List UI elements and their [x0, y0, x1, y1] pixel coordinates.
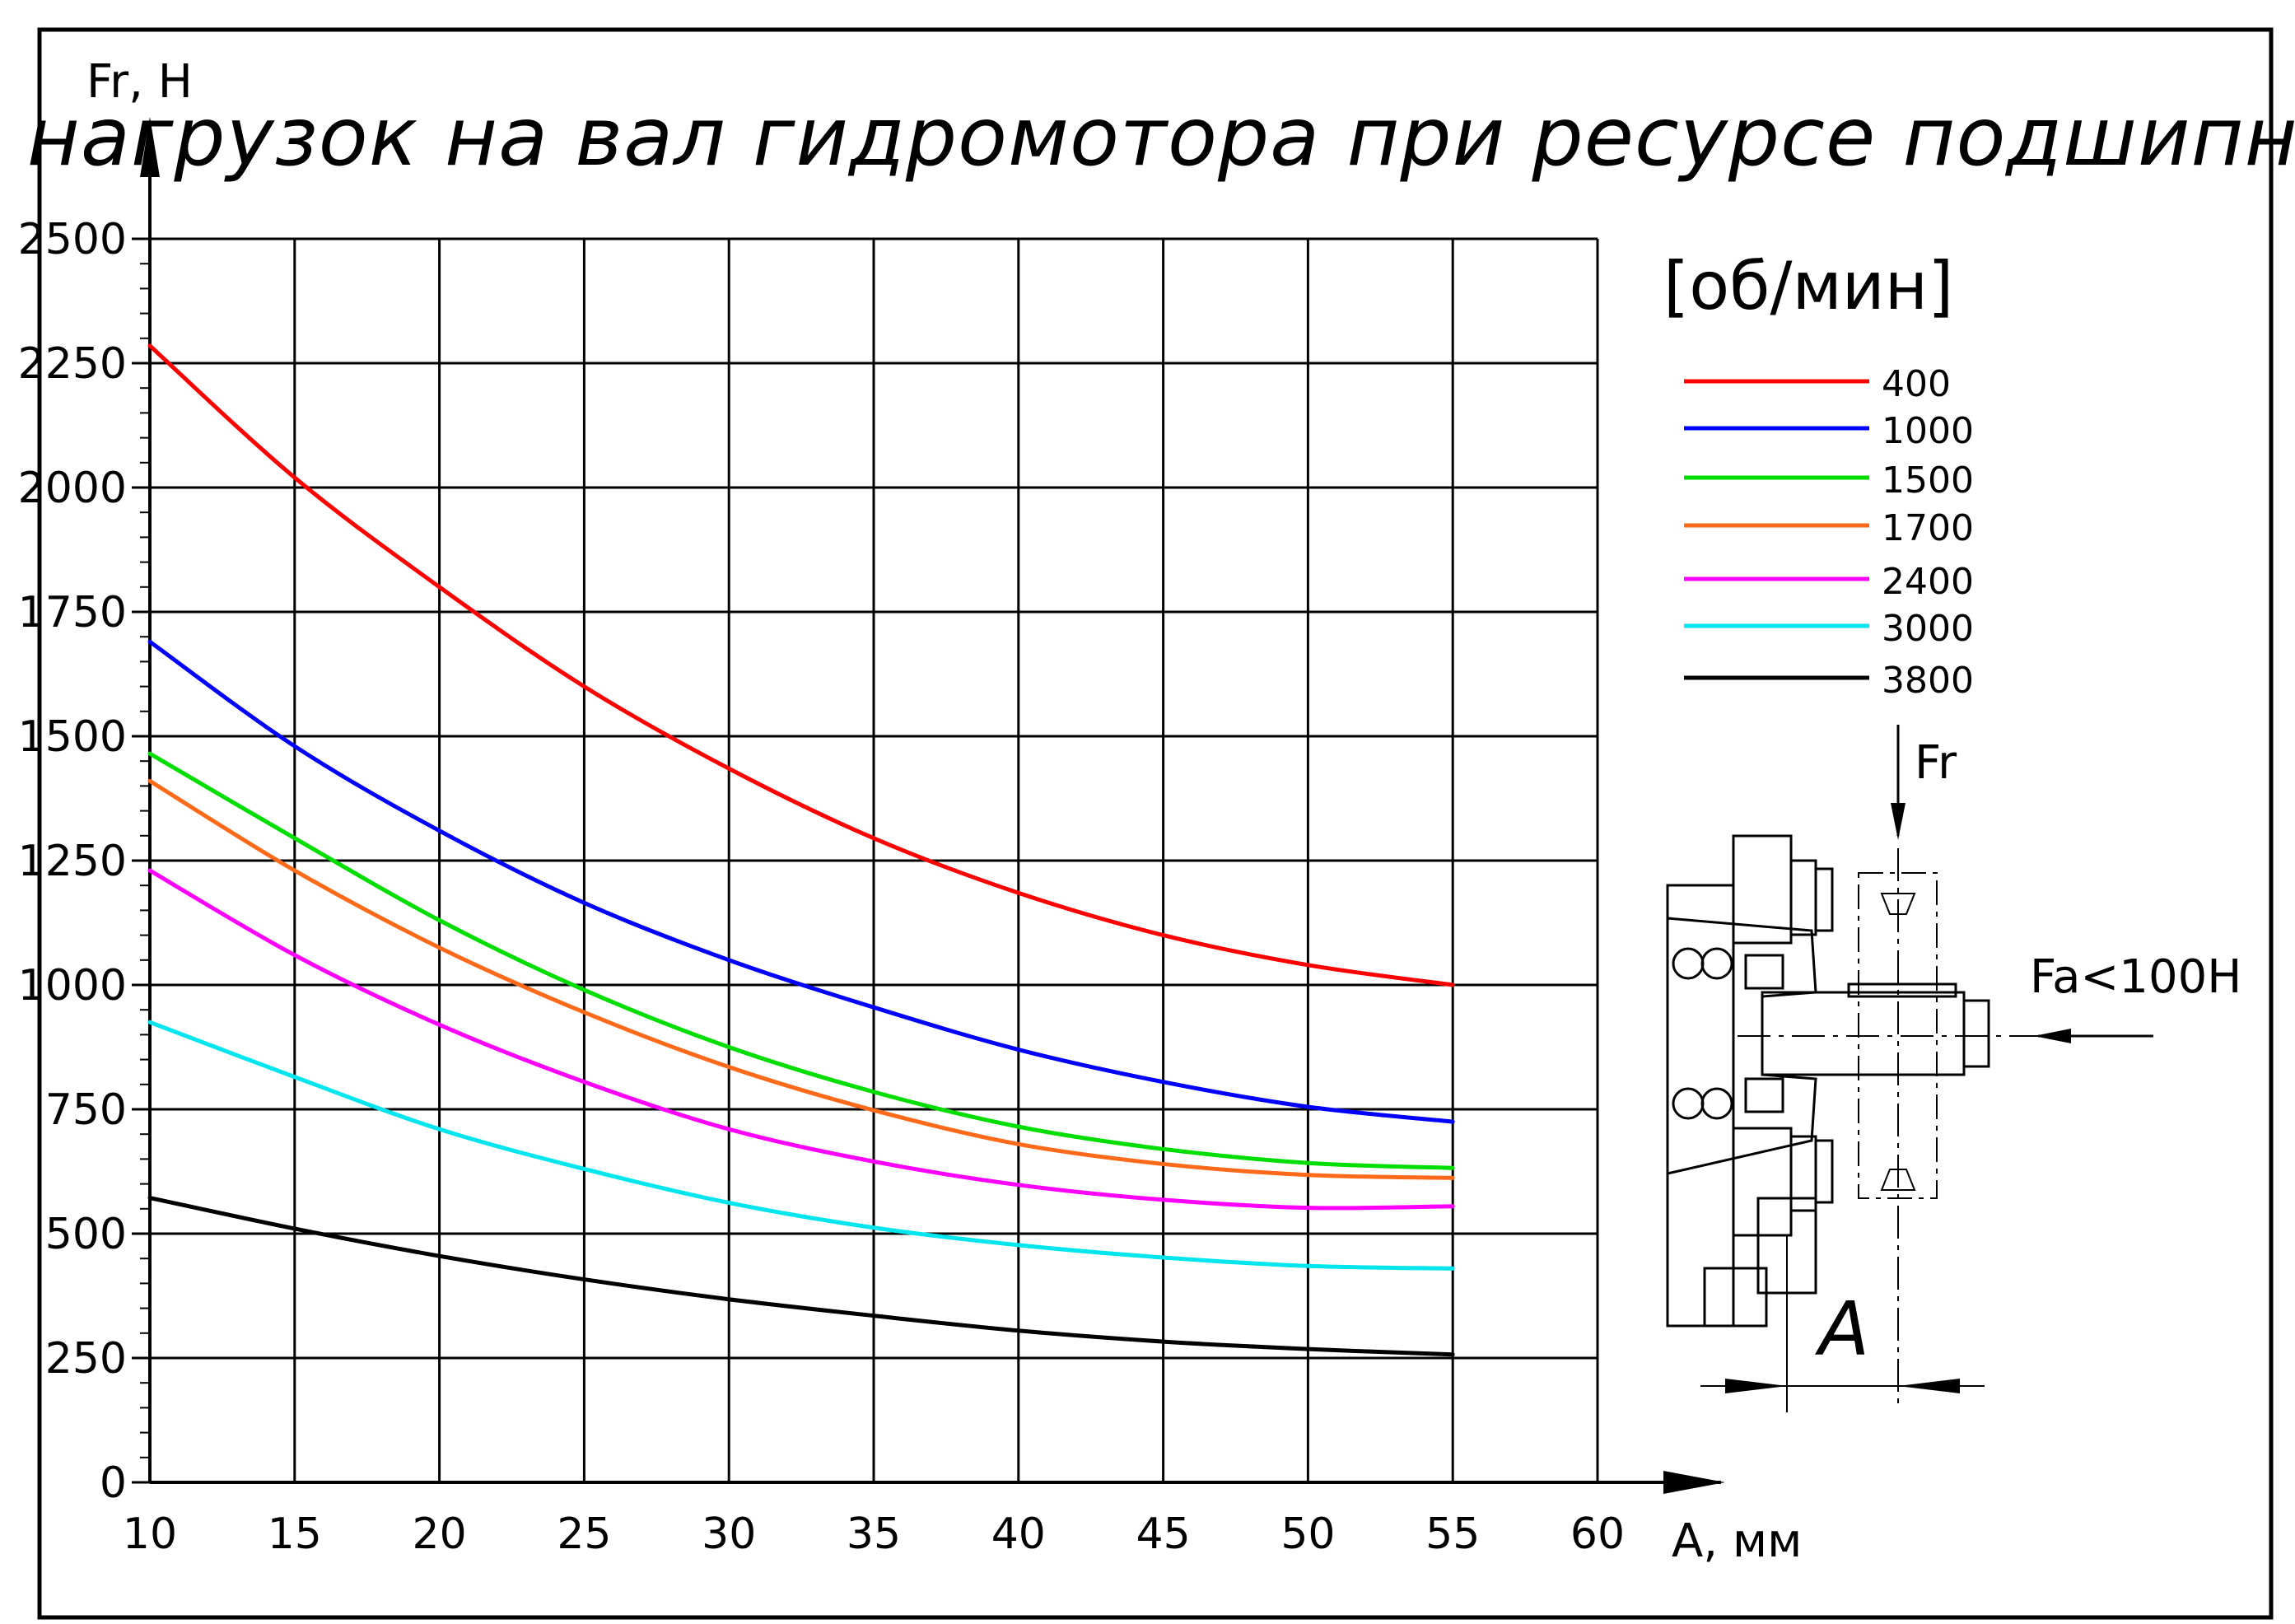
y-tick-label: 2500 [18, 215, 127, 264]
y-tick-label: 250 [45, 1334, 127, 1384]
axial-force-label: Fa<100Н [2030, 950, 2241, 1004]
ticks: 10 15 20 25 30 35 40 45 50 55 60 0 250 500 750 1000 1250… [18, 215, 1625, 1559]
y-tick-label: 500 [45, 1210, 127, 1259]
bearing-ball-top [1672, 947, 1705, 980]
series-line-400 [147, 343, 1455, 987]
y-tick-label: 0 [100, 1458, 127, 1508]
legend-label-3000: 3000 [1882, 608, 1974, 650]
series-line-3000 [147, 1020, 1455, 1271]
legend-title: [об/мин] [1663, 248, 1953, 324]
axial-force-arrowhead [2034, 1029, 2071, 1043]
y-tick-label: 1000 [18, 961, 127, 1010]
x-tick-label: 10 [123, 1510, 177, 1559]
bearing-ball-bottom [1672, 1087, 1705, 1120]
x-tick-label: 25 [557, 1510, 611, 1559]
x-axis-arrow [1663, 1471, 1725, 1494]
x-tick-label: 15 [268, 1510, 322, 1559]
x-tick-label: 50 [1280, 1510, 1335, 1559]
x-tick-label: 55 [1425, 1510, 1480, 1559]
legend-label-400: 400 [1882, 363, 1951, 405]
axes [140, 117, 1725, 1494]
x-axis-label: A, мм [1672, 1514, 1802, 1568]
y-tick-label: 2250 [18, 339, 127, 389]
radial-force-arrowhead [1891, 803, 1906, 840]
x-tick-label: 35 [847, 1510, 901, 1559]
series-line-1700 [147, 778, 1455, 1180]
y-tick-label: 1750 [18, 588, 127, 637]
y-tick-label: 1250 [18, 837, 127, 886]
y-tick-label: 1500 [18, 712, 127, 762]
y-tick-label: 750 [45, 1085, 127, 1135]
legend-label-1700: 1700 [1882, 507, 1974, 549]
dimension-label: A [1815, 1286, 1871, 1373]
legend-label-1500: 1500 [1882, 460, 1974, 502]
series-line-3800 [147, 1196, 1455, 1357]
x-tick-label: 40 [991, 1510, 1046, 1559]
x-tick-label: 30 [702, 1510, 756, 1559]
series-line-2400 [147, 868, 1455, 1211]
x-tick-label: 60 [1570, 1510, 1625, 1559]
legend: [об/мин] 400 1000 1500 1700 2400 3000 3800 [1663, 248, 1974, 702]
chart-title: График нагрузок на вал гидромотора при р… [0, 91, 2295, 184]
series-line-1000 [147, 639, 1455, 1124]
y-axis-label: Fr, Н [86, 55, 193, 109]
shaft [1761, 991, 1966, 1076]
legend-label-1000: 1000 [1882, 410, 1974, 452]
x-tick-label: 45 [1136, 1510, 1191, 1559]
grid [150, 237, 1599, 1482]
shaft-bearing-sketch: Fr Fa<100Н [1666, 725, 2241, 1412]
legend-label-3800: 3800 [1882, 660, 1974, 702]
y-axis-arrow [140, 117, 160, 177]
radial-force-label: Fr [1915, 736, 1957, 790]
y-tick-label: 2000 [18, 464, 127, 513]
drawing-frame [37, 27, 2274, 1620]
x-tick-label: 20 [413, 1510, 467, 1559]
series-lines [147, 343, 1455, 1357]
series-line-1500 [147, 751, 1455, 1170]
legend-label-2400: 2400 [1882, 561, 1974, 603]
